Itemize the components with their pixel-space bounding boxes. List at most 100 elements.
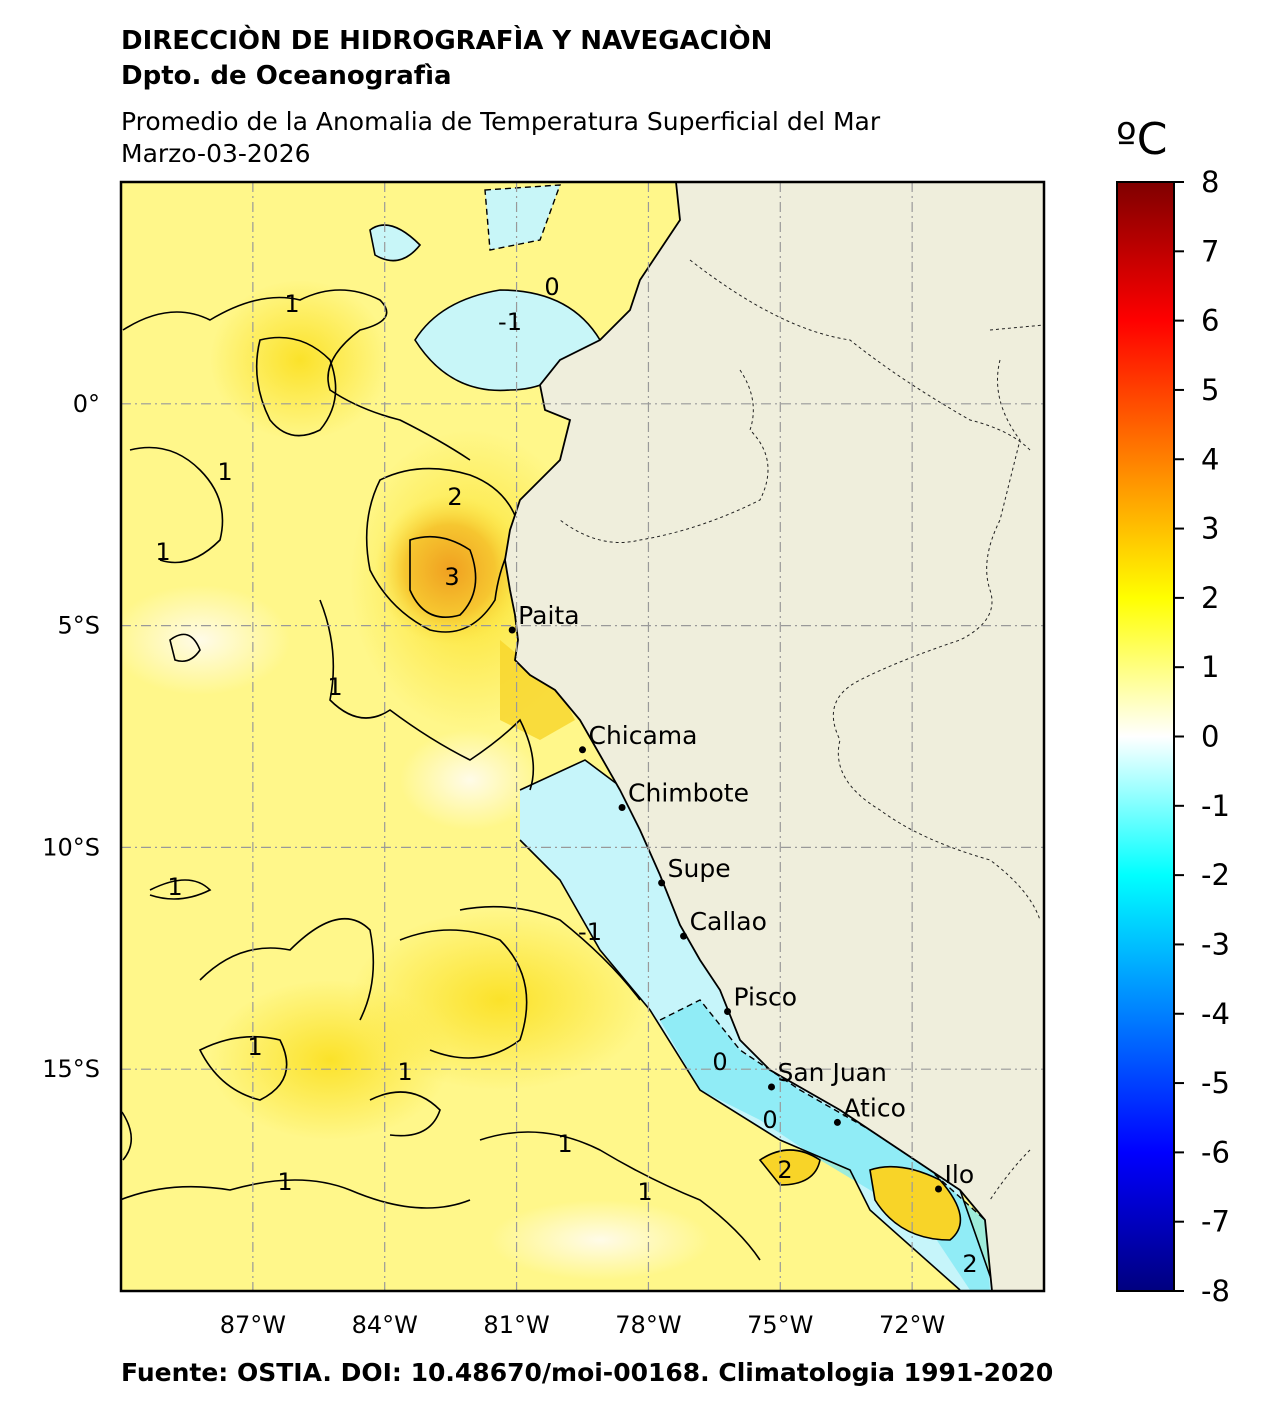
port-marker bbox=[508, 626, 516, 634]
contour-line bbox=[121, 1179, 471, 1209]
colorbar-tick-label: 8 bbox=[1201, 165, 1219, 199]
hot-anomaly-patch bbox=[375, 495, 525, 645]
colorbar-tick-label: -3 bbox=[1201, 927, 1230, 961]
strong-cold-anomaly bbox=[660, 1000, 990, 1290]
contour-line bbox=[319, 599, 535, 791]
port-label: Paita bbox=[518, 601, 579, 630]
colorbar-tick-label: -2 bbox=[1201, 858, 1230, 892]
colorbar-tick-label: 2 bbox=[1201, 581, 1219, 615]
contour-label: 1 bbox=[277, 1168, 292, 1196]
port-label: San Juan bbox=[777, 1058, 886, 1087]
contour-label: 0 bbox=[712, 1048, 727, 1076]
colorbar: 8 7 6 5 4 3 2 1 0 -1 -2 -3 -4 -5 -6 -7 -8 bbox=[1116, 165, 1230, 1308]
colorbar-tick-label: -8 bbox=[1201, 1274, 1230, 1308]
lon-tick-label: 87°W bbox=[220, 1311, 286, 1339]
contour-label: -1 bbox=[498, 308, 522, 336]
contour-label: 0 bbox=[762, 1106, 777, 1134]
contour-label: 1 bbox=[167, 873, 182, 901]
colorbar-tick-label: -1 bbox=[1201, 789, 1230, 823]
contour-line bbox=[409, 535, 477, 619]
map-frame bbox=[119, 180, 1046, 1293]
colorbar-tick-label: -5 bbox=[1201, 1066, 1230, 1100]
contour-line bbox=[519, 839, 961, 1291]
colorbar-tick-label: 5 bbox=[1201, 373, 1219, 407]
colorbar-tick-label: 3 bbox=[1201, 512, 1219, 546]
contour-line bbox=[169, 633, 201, 663]
colorbar-tick-label: 0 bbox=[1201, 720, 1219, 754]
contour-line bbox=[365, 467, 521, 633]
contour-line bbox=[869, 1165, 962, 1241]
contour-label: 2 bbox=[962, 1250, 977, 1278]
warm-anomaly-patch bbox=[760, 1150, 820, 1185]
port-label: Supe bbox=[668, 854, 731, 883]
contour-line bbox=[129, 446, 224, 564]
colorbar-tick-label: 6 bbox=[1201, 304, 1219, 338]
contour-label: 3 bbox=[444, 563, 459, 591]
south-america-land bbox=[504, 182, 1044, 1291]
port-marker bbox=[833, 1118, 841, 1126]
contour-line bbox=[758, 1149, 821, 1186]
contour-line bbox=[198, 1035, 288, 1101]
weak-anomaly-patch bbox=[121, 585, 290, 695]
contour-label: 1 bbox=[247, 1033, 262, 1061]
colorbar-gradient bbox=[1116, 181, 1175, 1292]
colorbar-ticks: 8 7 6 5 4 3 2 1 0 -1 -2 -3 -4 -5 -6 -7 -8 bbox=[1174, 165, 1230, 1308]
port-marker bbox=[658, 879, 666, 887]
department-title: Dpto. de Oceanografìa bbox=[121, 61, 452, 91]
longitude-axis: 87°W 84°W 81°W 78°W 75°W 72°W bbox=[220, 1311, 946, 1339]
warm-anomaly-patch bbox=[350, 910, 650, 1090]
country-border bbox=[832, 324, 1044, 1201]
map-date: Marzo-03-2026 bbox=[121, 139, 311, 168]
lon-tick-label: 75°W bbox=[747, 1311, 813, 1339]
cool-anomaly-patch bbox=[370, 225, 420, 261]
contour-line bbox=[122, 289, 471, 461]
contour-label: 1 bbox=[327, 673, 342, 701]
colorbar-tick-label: 1 bbox=[1201, 650, 1219, 684]
contour-label: 0 bbox=[544, 273, 559, 301]
port-label: Atico bbox=[843, 1093, 905, 1122]
contour-line bbox=[479, 1131, 761, 1261]
port-marker bbox=[935, 1185, 943, 1193]
contour-label: 1 bbox=[397, 1058, 412, 1086]
port-label: Ilo bbox=[945, 1160, 975, 1189]
map-title: Promedio de la Anomalia de Temperatura S… bbox=[121, 107, 881, 136]
latitude-axis: 0° 5°S 10°S 15°S bbox=[42, 390, 100, 1083]
cool-anomaly-patch bbox=[415, 290, 600, 391]
port-label: Pisco bbox=[734, 983, 798, 1012]
port-marker bbox=[767, 1083, 775, 1091]
contour-line bbox=[459, 905, 641, 1001]
source-footer: Fuente: OSTIA. DOI: 10.48670/moi-00168. … bbox=[121, 1358, 1054, 1387]
weak-anomaly-patch bbox=[490, 1200, 710, 1280]
contour-label: 1 bbox=[217, 458, 232, 486]
contour-line bbox=[255, 336, 337, 437]
contour-label: 1 bbox=[284, 290, 299, 318]
colorbar-tick-label: 7 bbox=[1201, 234, 1219, 268]
contour-label: 2 bbox=[447, 483, 462, 511]
contour-line bbox=[369, 1091, 441, 1137]
port-marker bbox=[680, 932, 688, 940]
lat-tick-label: 10°S bbox=[42, 833, 100, 861]
ilo-warm-patch bbox=[870, 1166, 961, 1240]
contour-label: -1 bbox=[578, 918, 602, 946]
contour-label: 1 bbox=[637, 1178, 652, 1206]
port-marker bbox=[579, 746, 586, 754]
map-area bbox=[121, 182, 1044, 1291]
port-label: Chicama bbox=[589, 721, 698, 750]
map-gridlines bbox=[121, 182, 1044, 1291]
lon-tick-label: 84°W bbox=[352, 1311, 418, 1339]
contour-line bbox=[121, 1111, 133, 1161]
contour-label: 1 bbox=[155, 538, 170, 566]
contour-line bbox=[199, 917, 375, 1021]
port-marker bbox=[618, 803, 626, 811]
contour-line bbox=[149, 879, 212, 900]
port-marker bbox=[724, 1008, 732, 1016]
warm-anomaly-patch bbox=[210, 280, 390, 440]
colorbar-tick-label: -7 bbox=[1201, 1205, 1230, 1239]
colorbar-tick-label: 4 bbox=[1201, 442, 1219, 476]
lat-tick-label: 0° bbox=[73, 390, 100, 418]
colorbar-tick-label: -6 bbox=[1201, 1135, 1230, 1169]
lon-tick-label: 72°W bbox=[879, 1311, 945, 1339]
lon-tick-label: 78°W bbox=[615, 1311, 681, 1339]
port-label: Chimbote bbox=[628, 778, 749, 807]
